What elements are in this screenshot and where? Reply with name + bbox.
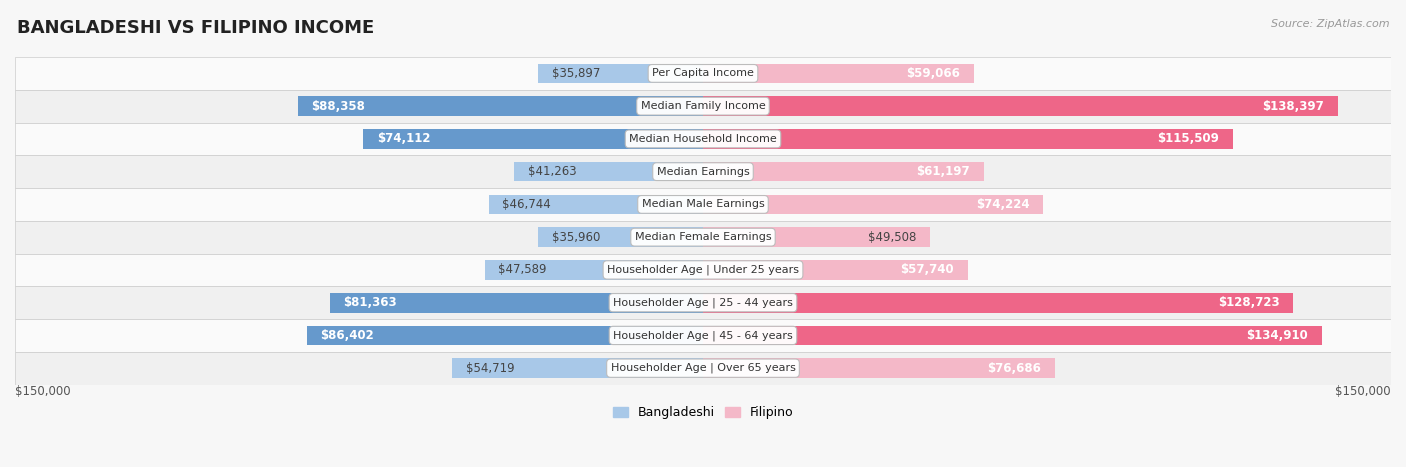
- Text: Median Earnings: Median Earnings: [657, 167, 749, 177]
- Bar: [15, 221, 1391, 254]
- Bar: [15, 122, 1391, 156]
- Text: $81,363: $81,363: [343, 296, 398, 309]
- Text: Median Household Income: Median Household Income: [628, 134, 778, 144]
- Bar: [703, 129, 1233, 149]
- Text: $57,740: $57,740: [900, 263, 955, 276]
- Bar: [298, 96, 703, 116]
- Bar: [15, 319, 1391, 352]
- Bar: [451, 358, 703, 378]
- Bar: [703, 162, 984, 182]
- Bar: [703, 195, 1043, 214]
- Bar: [703, 293, 1294, 312]
- Bar: [538, 64, 703, 83]
- Bar: [15, 254, 1391, 286]
- Text: $115,509: $115,509: [1157, 133, 1219, 145]
- Bar: [15, 188, 1391, 221]
- Text: $128,723: $128,723: [1218, 296, 1279, 309]
- Text: Source: ZipAtlas.com: Source: ZipAtlas.com: [1271, 19, 1389, 28]
- Text: $150,000: $150,000: [1336, 384, 1391, 397]
- Text: Householder Age | Under 25 years: Householder Age | Under 25 years: [607, 265, 799, 275]
- Text: $76,686: $76,686: [987, 361, 1040, 375]
- Legend: Bangladeshi, Filipino: Bangladeshi, Filipino: [607, 401, 799, 424]
- Bar: [703, 64, 974, 83]
- Text: Median Family Income: Median Family Income: [641, 101, 765, 111]
- Text: BANGLADESHI VS FILIPINO INCOME: BANGLADESHI VS FILIPINO INCOME: [17, 19, 374, 37]
- Text: $46,744: $46,744: [502, 198, 551, 211]
- Bar: [513, 162, 703, 182]
- Text: Median Male Earnings: Median Male Earnings: [641, 199, 765, 209]
- Bar: [703, 260, 967, 280]
- Text: $134,910: $134,910: [1246, 329, 1308, 342]
- Text: $74,224: $74,224: [976, 198, 1029, 211]
- Bar: [485, 260, 703, 280]
- Bar: [703, 358, 1054, 378]
- Bar: [15, 156, 1391, 188]
- Text: $74,112: $74,112: [377, 133, 430, 145]
- Bar: [489, 195, 703, 214]
- Text: $54,719: $54,719: [465, 361, 515, 375]
- Text: $88,358: $88,358: [312, 99, 366, 113]
- Text: Householder Age | 45 - 64 years: Householder Age | 45 - 64 years: [613, 330, 793, 341]
- Text: $35,897: $35,897: [553, 67, 600, 80]
- Bar: [363, 129, 703, 149]
- Text: $41,263: $41,263: [527, 165, 576, 178]
- Text: Householder Age | Over 65 years: Householder Age | Over 65 years: [610, 363, 796, 374]
- Bar: [15, 286, 1391, 319]
- Text: $47,589: $47,589: [499, 263, 547, 276]
- Bar: [703, 96, 1337, 116]
- Bar: [15, 57, 1391, 90]
- Bar: [538, 227, 703, 247]
- Bar: [703, 325, 1322, 345]
- Text: Householder Age | 25 - 44 years: Householder Age | 25 - 44 years: [613, 297, 793, 308]
- Bar: [307, 325, 703, 345]
- Text: Per Capita Income: Per Capita Income: [652, 68, 754, 78]
- Text: $86,402: $86,402: [321, 329, 374, 342]
- Bar: [15, 90, 1391, 122]
- Bar: [15, 352, 1391, 384]
- Text: $59,066: $59,066: [907, 67, 960, 80]
- Text: $35,960: $35,960: [551, 231, 600, 244]
- Text: $138,397: $138,397: [1263, 99, 1324, 113]
- Bar: [703, 227, 931, 247]
- Text: Median Female Earnings: Median Female Earnings: [634, 232, 772, 242]
- Text: $61,197: $61,197: [917, 165, 970, 178]
- Text: $150,000: $150,000: [15, 384, 70, 397]
- Bar: [330, 293, 703, 312]
- Text: $49,508: $49,508: [868, 231, 917, 244]
